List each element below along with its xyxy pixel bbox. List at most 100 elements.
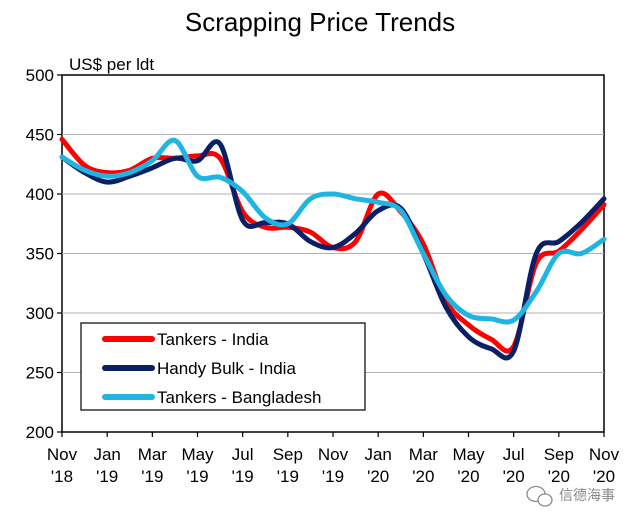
x-tick-year: '20 [412, 467, 434, 486]
data-point [287, 223, 289, 225]
data-point [467, 314, 470, 316]
data-point [377, 210, 379, 212]
data-point [242, 191, 244, 193]
data-point [106, 175, 108, 177]
data-point [219, 143, 221, 145]
x-tick-month: Jul [232, 445, 254, 464]
data-point [445, 294, 447, 296]
data-point [535, 290, 537, 293]
y-tick-label: 450 [26, 126, 54, 145]
x-tick-year: '19 [141, 467, 163, 486]
x-tick-year: '20 [548, 467, 570, 486]
data-point [467, 336, 470, 338]
x-tick-month: Mar [138, 445, 168, 464]
x-tick-year: '19 [232, 467, 254, 486]
x-tick-month: Sep [273, 445, 303, 464]
data-point [309, 231, 312, 233]
data-point [558, 241, 560, 243]
data-point [196, 155, 199, 157]
y-tick-label: 350 [26, 245, 54, 264]
data-point [61, 156, 63, 158]
x-tick-year: '19 [96, 467, 118, 486]
x-tick-month: Jan [364, 445, 391, 464]
data-point [219, 157, 221, 159]
x-tick-year: '20 [503, 467, 525, 486]
x-tick-year: '18 [51, 467, 73, 486]
data-point [196, 175, 199, 177]
data-point [106, 171, 108, 174]
y-tick-label: 500 [26, 66, 54, 85]
x-tick-month: Sep [544, 445, 574, 464]
x-tick-year: '20 [457, 467, 479, 486]
data-point [83, 169, 86, 171]
watermark: 信德海事 [526, 485, 615, 507]
x-tick-month: Nov [47, 445, 78, 464]
data-point [445, 306, 447, 308]
data-point [264, 221, 266, 224]
data-point [219, 176, 221, 178]
data-point [603, 238, 605, 240]
data-point [603, 198, 605, 200]
data-point [106, 181, 108, 183]
series-lines [59, 136, 607, 361]
x-tick-month: Jul [503, 445, 525, 464]
y-tick-label: 250 [26, 364, 54, 383]
data-point [83, 164, 86, 167]
data-point [129, 171, 131, 174]
data-point [490, 338, 492, 340]
x-tick-year: '20 [593, 467, 615, 486]
data-point [264, 217, 266, 219]
data-point [242, 211, 244, 213]
x-tick-month: Nov [318, 445, 349, 464]
data-point [309, 198, 312, 200]
watermark-text: 信德海事 [559, 487, 615, 503]
data-point [174, 157, 176, 159]
data-point [580, 229, 583, 231]
data-point [354, 241, 357, 243]
data-point [513, 319, 515, 321]
data-point [580, 252, 583, 255]
legend-label: Tankers - Bangladesh [157, 388, 321, 407]
x-tick-year: '19 [186, 467, 208, 486]
data-point [332, 246, 334, 249]
data-point [422, 252, 424, 255]
data-point [354, 232, 357, 234]
data-point [309, 241, 312, 243]
data-point [61, 138, 63, 140]
x-axis-ticks: Nov '18 Jan '19 Mar '19 May '19 Jul '19 Sep '19 Nov '… [47, 432, 620, 486]
data-point [490, 348, 492, 350]
wechat-icon [526, 485, 553, 507]
data-point [467, 324, 470, 326]
x-tick-year: '19 [322, 467, 344, 486]
legend: Tankers - India Handy Bulk - India Tankers… [80, 322, 366, 411]
data-point [264, 226, 266, 228]
data-point [332, 193, 334, 195]
data-point [129, 175, 131, 177]
chart-title: Scrapping Price Trends [185, 7, 455, 37]
legend-label: Handy Bulk - India [157, 359, 296, 378]
x-tick-month: May [181, 445, 214, 464]
data-point [580, 221, 583, 224]
y-axis-label: US$ per ldt [69, 55, 154, 74]
data-point [196, 160, 199, 162]
x-tick-year: '19 [277, 467, 299, 486]
data-point [242, 219, 244, 221]
x-tick-month: Nov [589, 445, 620, 464]
data-point [513, 350, 515, 352]
data-point [558, 252, 560, 255]
x-tick-month: Mar [409, 445, 439, 464]
x-tick-year: '20 [367, 467, 389, 486]
data-point [174, 139, 176, 142]
data-point [400, 210, 402, 212]
data-point [535, 252, 537, 255]
data-point [490, 318, 492, 320]
y-tick-label: 400 [26, 185, 54, 204]
y-tick-label: 300 [26, 304, 54, 323]
data-point [377, 193, 379, 195]
x-tick-month: May [452, 445, 485, 464]
data-point [422, 243, 424, 245]
data-point [377, 201, 379, 203]
y-axis-ticks: 200 250 300 350 400 450 500 [26, 66, 62, 442]
data-point [151, 160, 153, 162]
